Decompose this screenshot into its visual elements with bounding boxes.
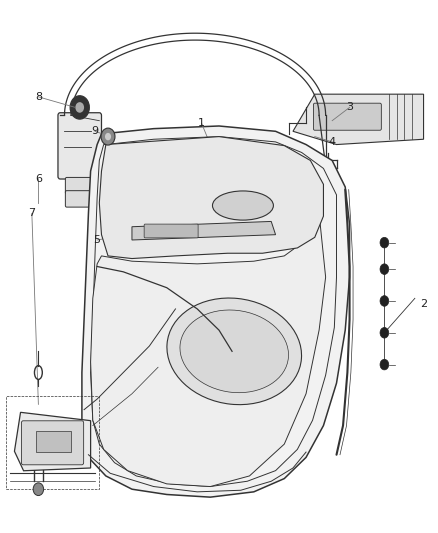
- Circle shape: [380, 296, 389, 306]
- Polygon shape: [293, 94, 424, 144]
- Ellipse shape: [167, 298, 301, 405]
- Polygon shape: [99, 136, 323, 259]
- FancyBboxPatch shape: [314, 103, 381, 130]
- Text: 4: 4: [328, 137, 336, 147]
- Circle shape: [75, 102, 84, 113]
- Text: 1: 1: [198, 118, 205, 128]
- Circle shape: [33, 483, 44, 496]
- Circle shape: [380, 237, 389, 248]
- Circle shape: [380, 359, 389, 370]
- FancyBboxPatch shape: [65, 191, 92, 207]
- Text: 6: 6: [35, 174, 42, 184]
- Text: 8: 8: [35, 92, 42, 102]
- Text: 5: 5: [94, 235, 101, 245]
- Ellipse shape: [212, 191, 273, 220]
- Circle shape: [380, 327, 389, 338]
- Text: 2: 2: [420, 298, 427, 309]
- Circle shape: [101, 128, 115, 145]
- FancyBboxPatch shape: [21, 421, 84, 465]
- Text: 9: 9: [92, 126, 99, 136]
- Polygon shape: [14, 413, 91, 471]
- FancyBboxPatch shape: [144, 224, 198, 238]
- Bar: [36, 431, 71, 452]
- Polygon shape: [82, 126, 350, 497]
- FancyBboxPatch shape: [65, 177, 92, 194]
- Text: 7: 7: [28, 208, 35, 219]
- FancyBboxPatch shape: [58, 113, 102, 179]
- Ellipse shape: [180, 310, 289, 393]
- Text: 3: 3: [346, 102, 353, 112]
- Circle shape: [105, 133, 111, 140]
- Circle shape: [380, 264, 389, 274]
- Circle shape: [70, 96, 89, 119]
- Polygon shape: [91, 214, 325, 487]
- Polygon shape: [132, 221, 276, 240]
